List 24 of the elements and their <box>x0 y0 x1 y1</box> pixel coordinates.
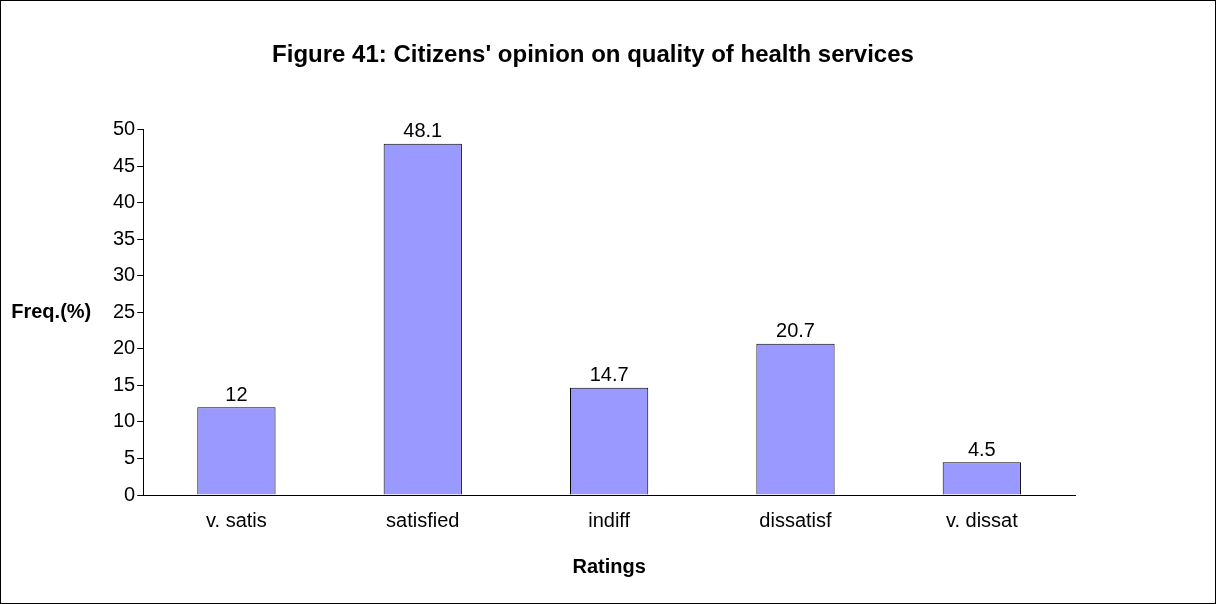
y-tick-label: 50 <box>113 117 136 140</box>
x-tick-label: v. satis <box>206 508 267 531</box>
y-tick-label: 35 <box>113 226 136 249</box>
x-tick-label: indiff <box>588 508 631 531</box>
data-label: 14.7 <box>589 363 629 386</box>
y-tick-label: 10 <box>113 409 136 432</box>
data-label: 12 <box>225 382 248 405</box>
y-tick-label: 20 <box>113 336 136 359</box>
y-tick-label: 15 <box>113 372 136 395</box>
y-tick-label: 0 <box>124 482 136 505</box>
y-tick-label: 25 <box>113 299 136 322</box>
y-tick-label: 30 <box>113 263 136 286</box>
y-tick-label: 40 <box>113 190 136 213</box>
chart-title: Figure 41: Citizens' opinion on quality of health services <box>272 40 914 68</box>
y-tick-label: 45 <box>113 153 136 176</box>
y-tick-label: 5 <box>124 446 136 468</box>
x-tick-label: satisfied <box>386 508 460 531</box>
x-tick-label: dissatisf <box>759 508 833 531</box>
data-label: 20.7 <box>776 319 815 342</box>
data-label: 4.5 <box>967 437 996 460</box>
x-axis-title: Ratings <box>572 554 646 577</box>
x-tick-label: v. dissat <box>945 508 1019 531</box>
data-label: 48.1 <box>403 119 443 142</box>
y-axis-title: Freq.(%) <box>11 299 92 322</box>
